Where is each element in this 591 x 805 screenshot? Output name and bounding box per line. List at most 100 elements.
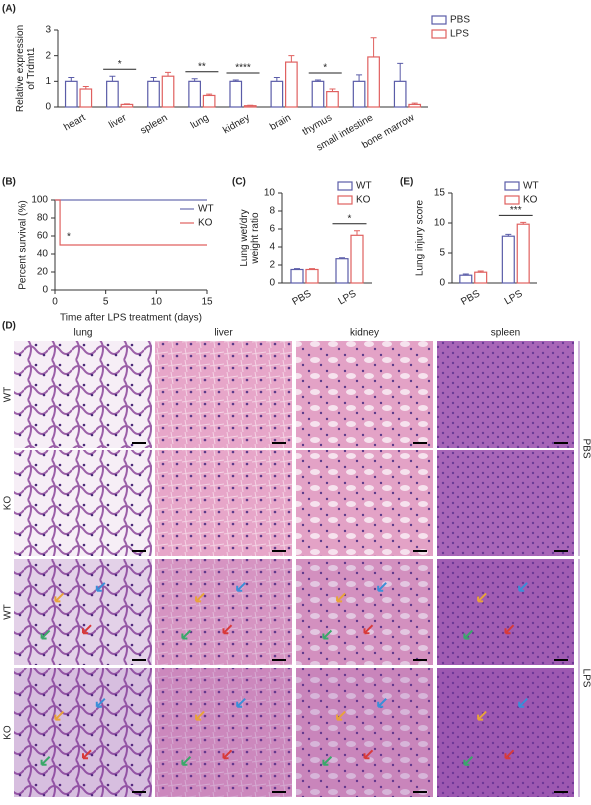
arrow [181,756,192,766]
error-bar [68,76,75,82]
arrow [40,629,51,640]
arrow [40,756,51,766]
group-label: PBS [580,438,591,458]
y-axis-label: Relative expression [15,25,26,112]
error-bar [82,85,89,90]
arrow [222,624,233,635]
legend-swatch [504,181,520,191]
legend-swatch [431,15,447,25]
arrow [95,697,106,708]
x-axis-label: Time after LPS treatment (days) [60,313,202,324]
histology-image [155,450,292,556]
error-bar [150,76,157,82]
histology-image [14,450,152,556]
histology-image [437,668,574,797]
x-tick-label: LPS [336,288,358,307]
y-tick-label: 10 [434,218,446,229]
legend-swatch [431,29,447,39]
y-axis-label: of Trdmt1 [26,47,37,90]
bar [393,80,407,108]
arrow [54,592,65,603]
arrow [54,710,65,721]
significance-label: * [323,63,327,74]
panel-label: (B) [2,177,16,188]
legend-label: WT [198,204,214,215]
y-tick-label: 0 [42,285,48,296]
error-bar [397,62,404,82]
bar [305,268,319,284]
error-bar [288,55,295,63]
arrow [236,582,246,592]
bar [326,90,339,108]
arrow [95,582,106,592]
significance-label: * [118,59,122,70]
error-bar [356,74,363,82]
error-bar [123,103,130,105]
histology-image [155,668,292,797]
error-bar [520,221,527,225]
legend-label: PBS [450,15,470,26]
legend-swatch [504,195,520,205]
error-bar [477,270,484,273]
x-tick-label: lung [189,112,211,131]
lps-shade [155,668,292,797]
bar [352,80,366,108]
bar [161,75,175,108]
histology-image [437,450,574,556]
error-bar [505,233,512,237]
legend-label: LPS [450,29,469,40]
y-tick-label: 0 [439,278,445,289]
histology-image [14,668,152,797]
bar [350,234,364,284]
bar [229,80,243,108]
arrow [181,629,192,640]
bar [459,274,473,284]
arrow [363,749,374,760]
error-bar [370,37,377,57]
bar [79,88,93,108]
legend-label: KO [356,195,371,206]
histology-image [155,559,292,665]
legend-label: KO [198,218,213,229]
y-tick-label: 1 [45,76,51,87]
arrow [377,582,387,592]
arrow [504,624,515,635]
x-tick-label: spleen [139,112,170,136]
arrow [363,624,374,635]
significance-label: * [348,213,352,224]
legend-label: WT [523,181,539,192]
arrow [82,749,92,760]
bar [311,80,325,108]
bar [474,271,488,284]
error-bar [247,104,254,106]
arrow [195,592,205,603]
arrow [463,629,474,640]
bar [64,80,78,108]
x-tick-label: 10 [151,297,163,308]
x-tick-label: LPS [503,288,525,307]
x-tick-label: brain [268,112,293,133]
legend-swatch [337,181,353,191]
arrow [322,756,333,766]
bar [285,61,298,108]
y-tick-label: 0 [269,278,275,289]
row-label: WT [3,387,14,403]
lps-shade [437,668,574,797]
y-tick-label: 3 [45,25,51,36]
panel-label: (C) [232,177,246,188]
bar [501,235,515,284]
arrow [336,710,346,721]
panel-label: (E) [400,177,413,188]
histology-image [437,559,574,665]
arrow [463,756,474,766]
bar [335,258,349,284]
histology-image [14,341,152,448]
x-tick-label: heart [62,112,87,133]
row-label: KO [3,496,14,511]
y-tick-label: 20 [37,267,49,278]
y-tick-label: 10 [264,188,276,199]
error-bar [273,76,280,82]
y-tick-label: 5 [439,248,445,259]
lps-shade [14,559,152,665]
arrow [322,629,333,640]
